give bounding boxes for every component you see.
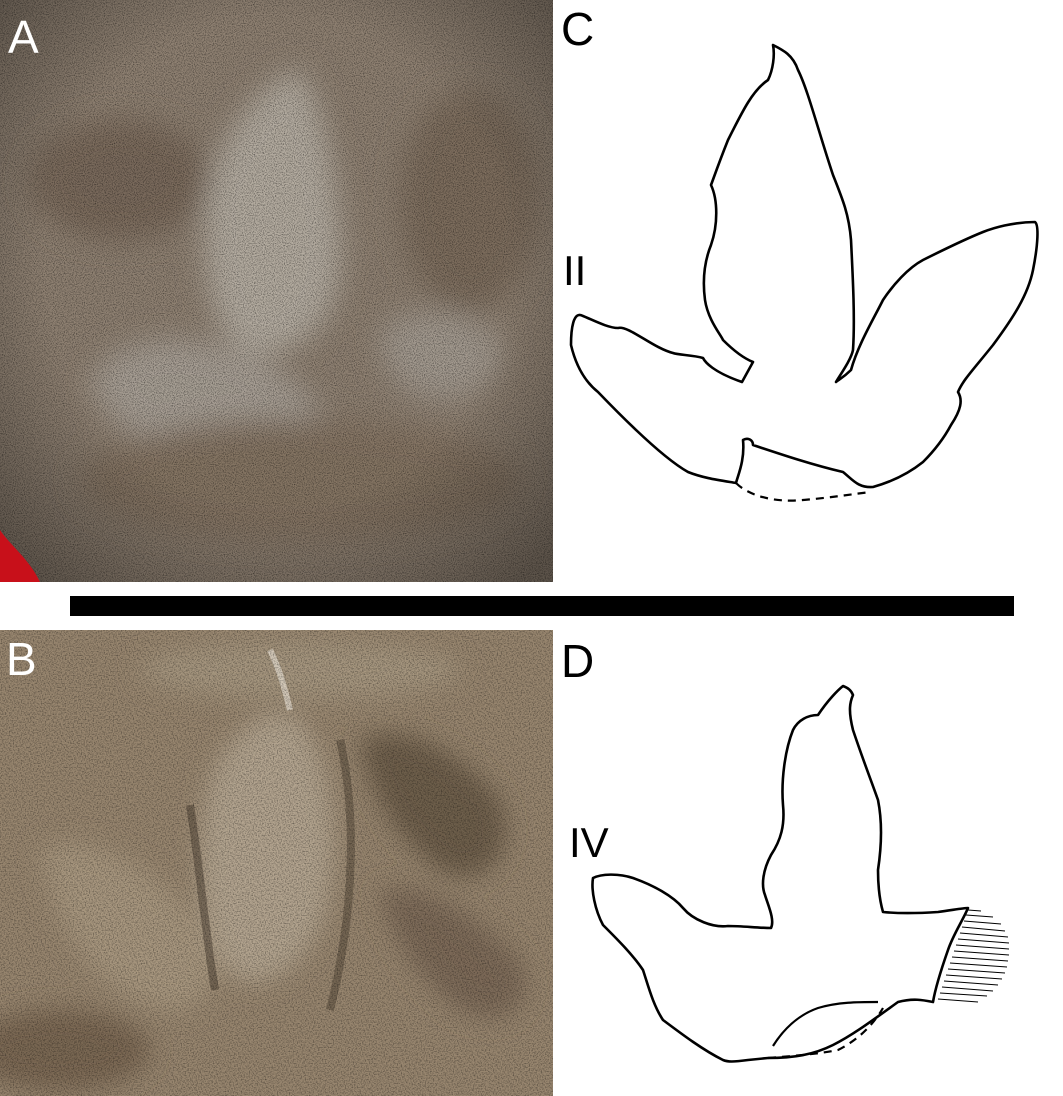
digit-label-ii: II bbox=[563, 247, 587, 294]
panel-label-d: D bbox=[561, 635, 595, 687]
footprint-photo-b bbox=[0, 630, 553, 1096]
panel-label-c: C bbox=[561, 3, 595, 55]
hatched-margin-d bbox=[937, 909, 1010, 1003]
panel-separator-bar bbox=[70, 596, 1014, 616]
footprint-outline-d bbox=[591, 684, 1010, 1063]
panel-c-drawing: C II bbox=[553, 0, 1063, 582]
panel-b-photo: B bbox=[0, 630, 553, 1096]
red-matrix-corner bbox=[0, 530, 40, 582]
footprint-outline-c bbox=[569, 43, 1039, 502]
panel-label-a: A bbox=[8, 11, 39, 63]
digit-label-iv: IV bbox=[569, 819, 609, 866]
footprint-outline-d-inner bbox=[772, 1000, 879, 1047]
panel-d-drawing: D IV bbox=[553, 630, 1063, 1096]
footprint-outline-d-dashed bbox=[767, 1007, 884, 1060]
panel-a-photo: A bbox=[0, 0, 553, 582]
panel-label-b: B bbox=[6, 633, 37, 685]
footprint-photo-a bbox=[0, 0, 553, 582]
footprint-outline-d-solid bbox=[591, 684, 970, 1063]
footprint-outline-c-solid bbox=[569, 43, 1039, 489]
footprint-outline-c-dashed bbox=[735, 482, 872, 502]
